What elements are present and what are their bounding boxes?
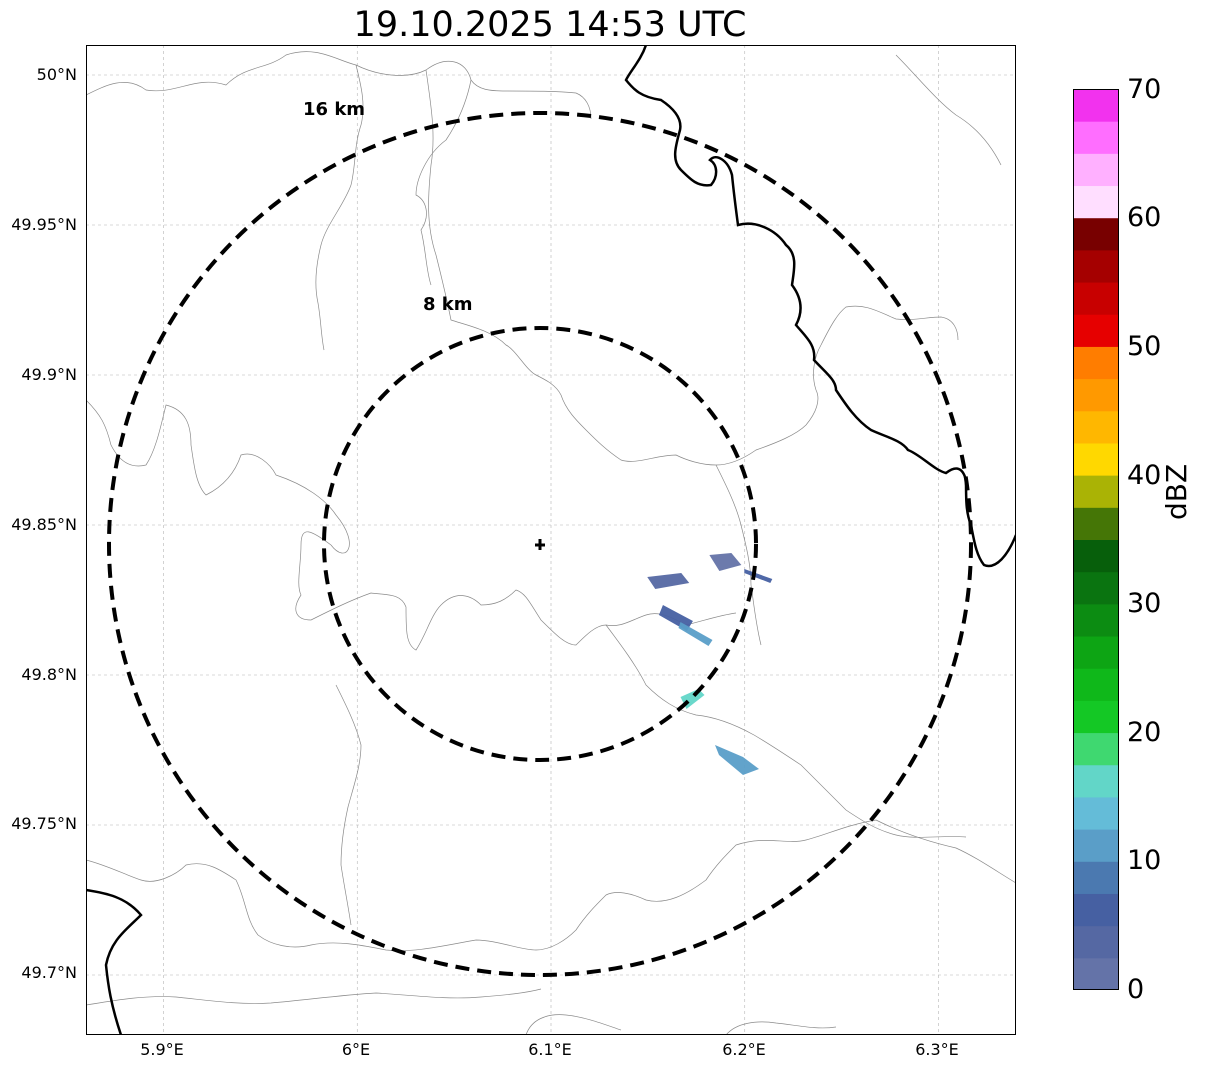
colorbar-segment — [1073, 507, 1119, 540]
radar-echo — [678, 622, 713, 646]
colorbar-tick-label: 20 — [1127, 717, 1162, 748]
dbz-colorbar — [1073, 89, 1119, 990]
map-border — [86, 45, 1016, 1035]
colorbar-segment — [1073, 603, 1119, 637]
colorbar-segment — [1073, 668, 1119, 701]
map-title: 19.10.2025 14:53 UTC — [353, 5, 747, 45]
national-borders — [86, 45, 1016, 1035]
colorbar-segment — [1073, 539, 1119, 573]
colorbar-segment — [1073, 732, 1119, 766]
colorbar-segment — [1073, 217, 1119, 251]
colorbar-segment — [1073, 153, 1119, 187]
colorbar-tick-label: 40 — [1127, 460, 1162, 491]
colorbar-label: dBZ — [1160, 463, 1193, 520]
colorbar-frame — [1073, 89, 1119, 990]
lat-tick-label: 49.7°N — [21, 963, 77, 982]
colorbar-tick-label: 0 — [1127, 974, 1145, 1005]
ring-label-16km: 16 km — [303, 99, 366, 120]
colorbar-segment — [1073, 346, 1119, 380]
colorbar-segment — [1073, 829, 1119, 862]
lat-tick-label: 49.9°N — [21, 365, 77, 384]
colorbar-segment — [1073, 282, 1119, 315]
lon-tick-label: 6.1°E — [528, 1040, 572, 1059]
lat-tick-label: 49.75°N — [11, 814, 77, 833]
lat-tick-label: 50°N — [36, 65, 77, 84]
radar-echoes — [647, 553, 773, 775]
colorbar-segment — [1073, 957, 1119, 990]
colorbar-tick-label: 70 — [1127, 74, 1162, 105]
colorbar-tick-label: 30 — [1127, 588, 1162, 619]
radar-echo — [709, 553, 742, 571]
radar-echo — [715, 745, 759, 775]
colorbar-segment — [1073, 700, 1119, 734]
radar-map — [86, 45, 1016, 1035]
colorbar-segment — [1073, 89, 1119, 122]
colorbar-segment — [1073, 378, 1119, 412]
gridlines — [86, 45, 1016, 1035]
colorbar-segment — [1073, 121, 1119, 154]
lat-tick-label: 49.8°N — [21, 665, 77, 684]
colorbar-segment — [1073, 861, 1119, 894]
colorbar-segment — [1073, 636, 1119, 669]
radar-echo — [647, 573, 690, 589]
colorbar-tick-label: 10 — [1127, 845, 1162, 876]
municipal-borders — [86, 51, 1016, 1035]
colorbar-segment — [1073, 925, 1119, 959]
range-ring-16km — [107, 111, 973, 977]
colorbar-segment — [1073, 571, 1119, 605]
range-rings — [107, 111, 973, 977]
colorbar-segment — [1073, 314, 1119, 347]
lon-tick-label: 5.9°E — [140, 1040, 184, 1059]
colorbar-tick-label: 60 — [1127, 202, 1162, 233]
radar-site-marker — [535, 539, 545, 550]
colorbar-segment — [1073, 185, 1119, 219]
colorbar-segment — [1073, 410, 1119, 444]
colorbar-segment — [1073, 893, 1119, 927]
colorbar-segment — [1073, 796, 1119, 830]
colorbar-tick-label: 50 — [1127, 331, 1162, 362]
colorbar-segment — [1073, 764, 1119, 798]
lat-tick-label: 49.85°N — [11, 515, 77, 534]
colorbar-segment — [1073, 475, 1119, 508]
lat-tick-label: 49.95°N — [11, 215, 77, 234]
radar-echo — [744, 569, 773, 583]
lon-tick-label: 6.2°E — [722, 1040, 766, 1059]
colorbar-segment — [1073, 442, 1119, 476]
lon-tick-label: 6°E — [341, 1040, 371, 1059]
ring-label-8km: 8 km — [423, 294, 473, 315]
lon-tick-label: 6.3°E — [915, 1040, 959, 1059]
range-ring-8km — [322, 326, 758, 762]
colorbar-segment — [1073, 249, 1119, 283]
